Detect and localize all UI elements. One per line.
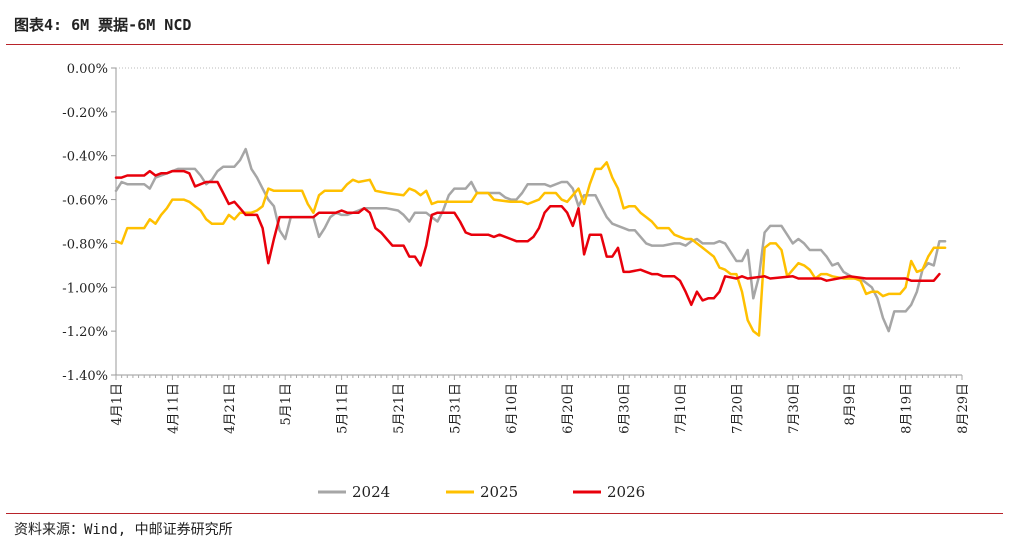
chart-legend: 2024 2025 2026	[318, 483, 645, 501]
y-tick-label: -1.20%	[62, 325, 108, 340]
series-line-2026	[114, 169, 941, 307]
x-tick-label: 6月30日	[618, 383, 633, 434]
x-tick-label: 7月30日	[787, 383, 802, 434]
x-tick-label: 5月1日	[279, 383, 294, 426]
legend-label-2026: 2026	[607, 483, 645, 501]
y-tick-label: -0.80%	[62, 237, 108, 252]
x-tick-label: 8月29日	[956, 383, 971, 434]
x-tick-label: 4月11日	[166, 383, 181, 434]
source-divider	[6, 513, 1003, 514]
legend-label-2025: 2025	[480, 483, 518, 501]
x-tick-label: 5月21日	[392, 383, 407, 434]
x-tick-label: 6月10日	[505, 383, 520, 434]
x-tick-label: 7月20日	[730, 383, 745, 434]
series-line-2025	[114, 161, 947, 337]
chart-axes: 0.00% -0.20% -0.40% -0.60% -0.80% -1.00% -1.20…	[62, 62, 971, 434]
title-divider	[6, 44, 1003, 45]
x-tick-label: 6月20日	[561, 383, 576, 434]
x-tick-label: 4月1日	[110, 383, 125, 426]
x-tick-label: 8月19日	[900, 383, 915, 434]
legend-label-2024: 2024	[352, 483, 390, 501]
x-tick-label: 8月9日	[843, 383, 858, 426]
y-tick-label: -1.00%	[62, 281, 108, 296]
series-line-2024	[114, 147, 947, 333]
y-tick-label: -0.20%	[62, 106, 108, 121]
series-lines	[114, 147, 947, 337]
chart-title: 图表4: 6M 票据-6M NCD	[14, 16, 192, 34]
x-tick-label: 5月11日	[336, 383, 351, 434]
x-tick-label: 5月31日	[448, 383, 463, 434]
x-tick-label: 7月10日	[674, 383, 689, 434]
y-tick-label: -1.40%	[62, 369, 108, 384]
source-note: 资料来源：Wind, 中邮证券研究所	[14, 522, 233, 538]
y-tick-label: -0.40%	[62, 150, 108, 165]
y-tick-label: -0.60%	[62, 194, 108, 209]
x-tick-label: 4月21日	[223, 383, 238, 434]
y-tick-label: 0.00%	[67, 62, 108, 77]
